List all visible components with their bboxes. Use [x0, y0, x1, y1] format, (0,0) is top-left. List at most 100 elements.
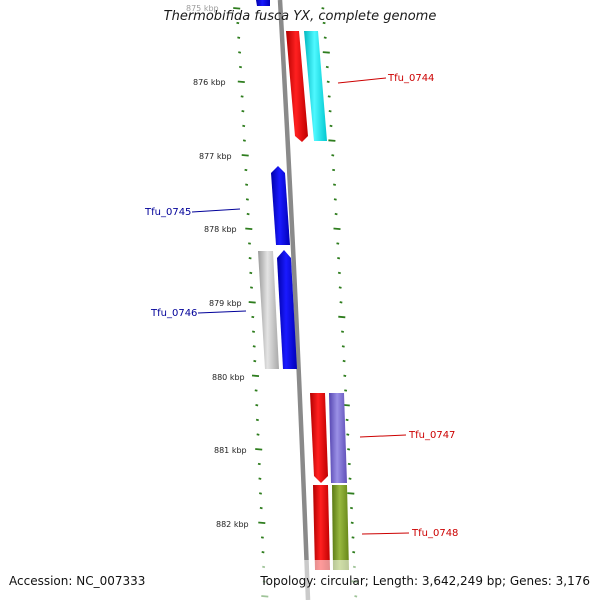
tick-label-875: 875 kbp — [186, 4, 219, 13]
minor-tick-mark — [347, 448, 351, 451]
feature-tfu0748-olive — [332, 485, 349, 570]
major-tick-mark — [245, 227, 253, 230]
minor-tick-mark — [333, 198, 337, 201]
minor-tick-mark — [352, 551, 356, 554]
feature-tfu0744-cyan — [304, 31, 327, 141]
feature-tfu0746-gray — [258, 251, 279, 369]
major-tick-mark — [258, 521, 266, 524]
minor-tick-mark — [346, 433, 350, 436]
minor-tick-mark — [261, 551, 265, 554]
minor-tick-mark — [348, 477, 352, 480]
minor-tick-mark — [323, 36, 327, 39]
minor-tick-mark — [343, 374, 347, 377]
minor-tick-mark — [236, 21, 240, 25]
minor-tick-mark — [248, 257, 252, 260]
major-tick-mark — [251, 374, 260, 377]
major-tick-mark — [333, 227, 341, 230]
major-tick-mark — [237, 80, 245, 83]
major-tick-mark — [322, 51, 330, 54]
partial-blue-feature — [256, 0, 270, 6]
major-tick-mark — [248, 301, 256, 304]
minor-tick-mark — [242, 124, 246, 128]
minor-tick-mark — [334, 212, 338, 216]
gene-label-tfu0746[interactable]: Tfu_0746 — [150, 308, 197, 319]
minor-tick-mark — [253, 359, 257, 363]
minor-tick-mark — [349, 506, 354, 510]
genome-summary-text: Topology: circular; Length: 3,642,249 bp… — [260, 574, 590, 588]
accession-text: Accession: NC_007333 — [9, 574, 146, 588]
gene-label-tfu0745[interactable]: Tfu_0745 — [144, 207, 191, 218]
minor-tick-mark — [251, 330, 256, 333]
minor-tick-mark — [249, 286, 254, 289]
minor-tick-mark — [336, 242, 340, 245]
tick-label-878: 878 kbp — [204, 225, 237, 234]
cds-tfu0746-blue — [277, 250, 297, 369]
minor-tick-mark — [341, 345, 345, 348]
minor-tick-mark — [321, 7, 325, 10]
cds-tfu0745-blue — [271, 166, 290, 245]
minor-tick-mark — [337, 257, 341, 260]
minor-tick-mark — [328, 110, 332, 113]
minor-tick-mark — [337, 271, 341, 275]
minor-tick-mark — [245, 198, 249, 201]
minor-tick-mark — [259, 506, 263, 510]
minor-tick-mark — [254, 389, 258, 392]
minor-tick-mark — [325, 65, 329, 69]
minor-tick-mark — [344, 389, 348, 392]
tfu0745-label-line — [191, 208, 241, 213]
minor-tick-mark — [347, 462, 351, 466]
minor-tick-mark — [339, 301, 343, 304]
minor-tick-mark — [245, 183, 249, 186]
minor-tick-mark — [255, 418, 259, 422]
minor-tick-mark — [258, 492, 263, 495]
minor-tick-mark — [252, 345, 256, 348]
minor-tick-mark — [332, 183, 337, 186]
cds-tfu0748-red — [313, 485, 330, 570]
tick-label-879: 879 kbp — [209, 299, 242, 308]
minor-tick-mark — [258, 477, 262, 480]
minor-tick-mark — [260, 536, 264, 539]
minor-tick-mark — [331, 154, 335, 157]
cds-tfu0747-red — [310, 393, 328, 483]
minor-tick-mark — [257, 462, 261, 466]
gene-label-tfu0748[interactable]: Tfu_0748 — [411, 528, 458, 539]
major-tick-mark — [241, 154, 249, 157]
minor-tick-mark — [332, 168, 336, 172]
genome-backbone — [277, 0, 311, 600]
minor-tick-mark — [249, 271, 253, 275]
minor-tick-mark — [238, 65, 243, 69]
tfu0748-label-line — [361, 532, 410, 535]
minor-tick-mark — [241, 110, 245, 113]
tick-label-877: 877 kbp — [199, 152, 232, 161]
major-tick-mark — [328, 139, 336, 142]
major-tick-mark — [233, 7, 241, 10]
minor-tick-mark — [242, 139, 246, 142]
minor-tick-mark — [338, 286, 342, 289]
gene-label-tfu0747[interactable]: Tfu_0747 — [408, 430, 455, 441]
minor-tick-mark — [326, 80, 330, 83]
minor-tick-mark — [244, 168, 248, 172]
minor-tick-mark — [351, 536, 355, 539]
minor-tick-mark — [247, 242, 252, 245]
minor-tick-mark — [251, 315, 255, 319]
tick-label-881: 881 kbp — [214, 446, 247, 455]
tick-label-876: 876 kbp — [193, 78, 226, 87]
minor-tick-mark — [350, 521, 354, 524]
tfu0747-label-line — [359, 434, 407, 438]
minor-tick-mark — [255, 404, 259, 407]
minor-tick-mark — [327, 95, 331, 98]
gene-label-tfu0744[interactable]: Tfu_0744 — [387, 73, 434, 84]
minor-tick-mark — [342, 359, 346, 363]
minor-tick-mark — [340, 330, 345, 333]
minor-tick-mark — [246, 212, 250, 216]
minor-tick-mark — [240, 95, 244, 98]
tick-label-882: 882 kbp — [216, 520, 249, 529]
minor-tick-mark — [238, 51, 242, 54]
tfu0746-label-line — [197, 310, 247, 314]
minor-tick-mark — [345, 418, 349, 422]
minor-tick-mark — [256, 433, 260, 436]
tick-label-880: 880 kbp — [212, 373, 245, 382]
major-tick-mark — [255, 448, 263, 451]
